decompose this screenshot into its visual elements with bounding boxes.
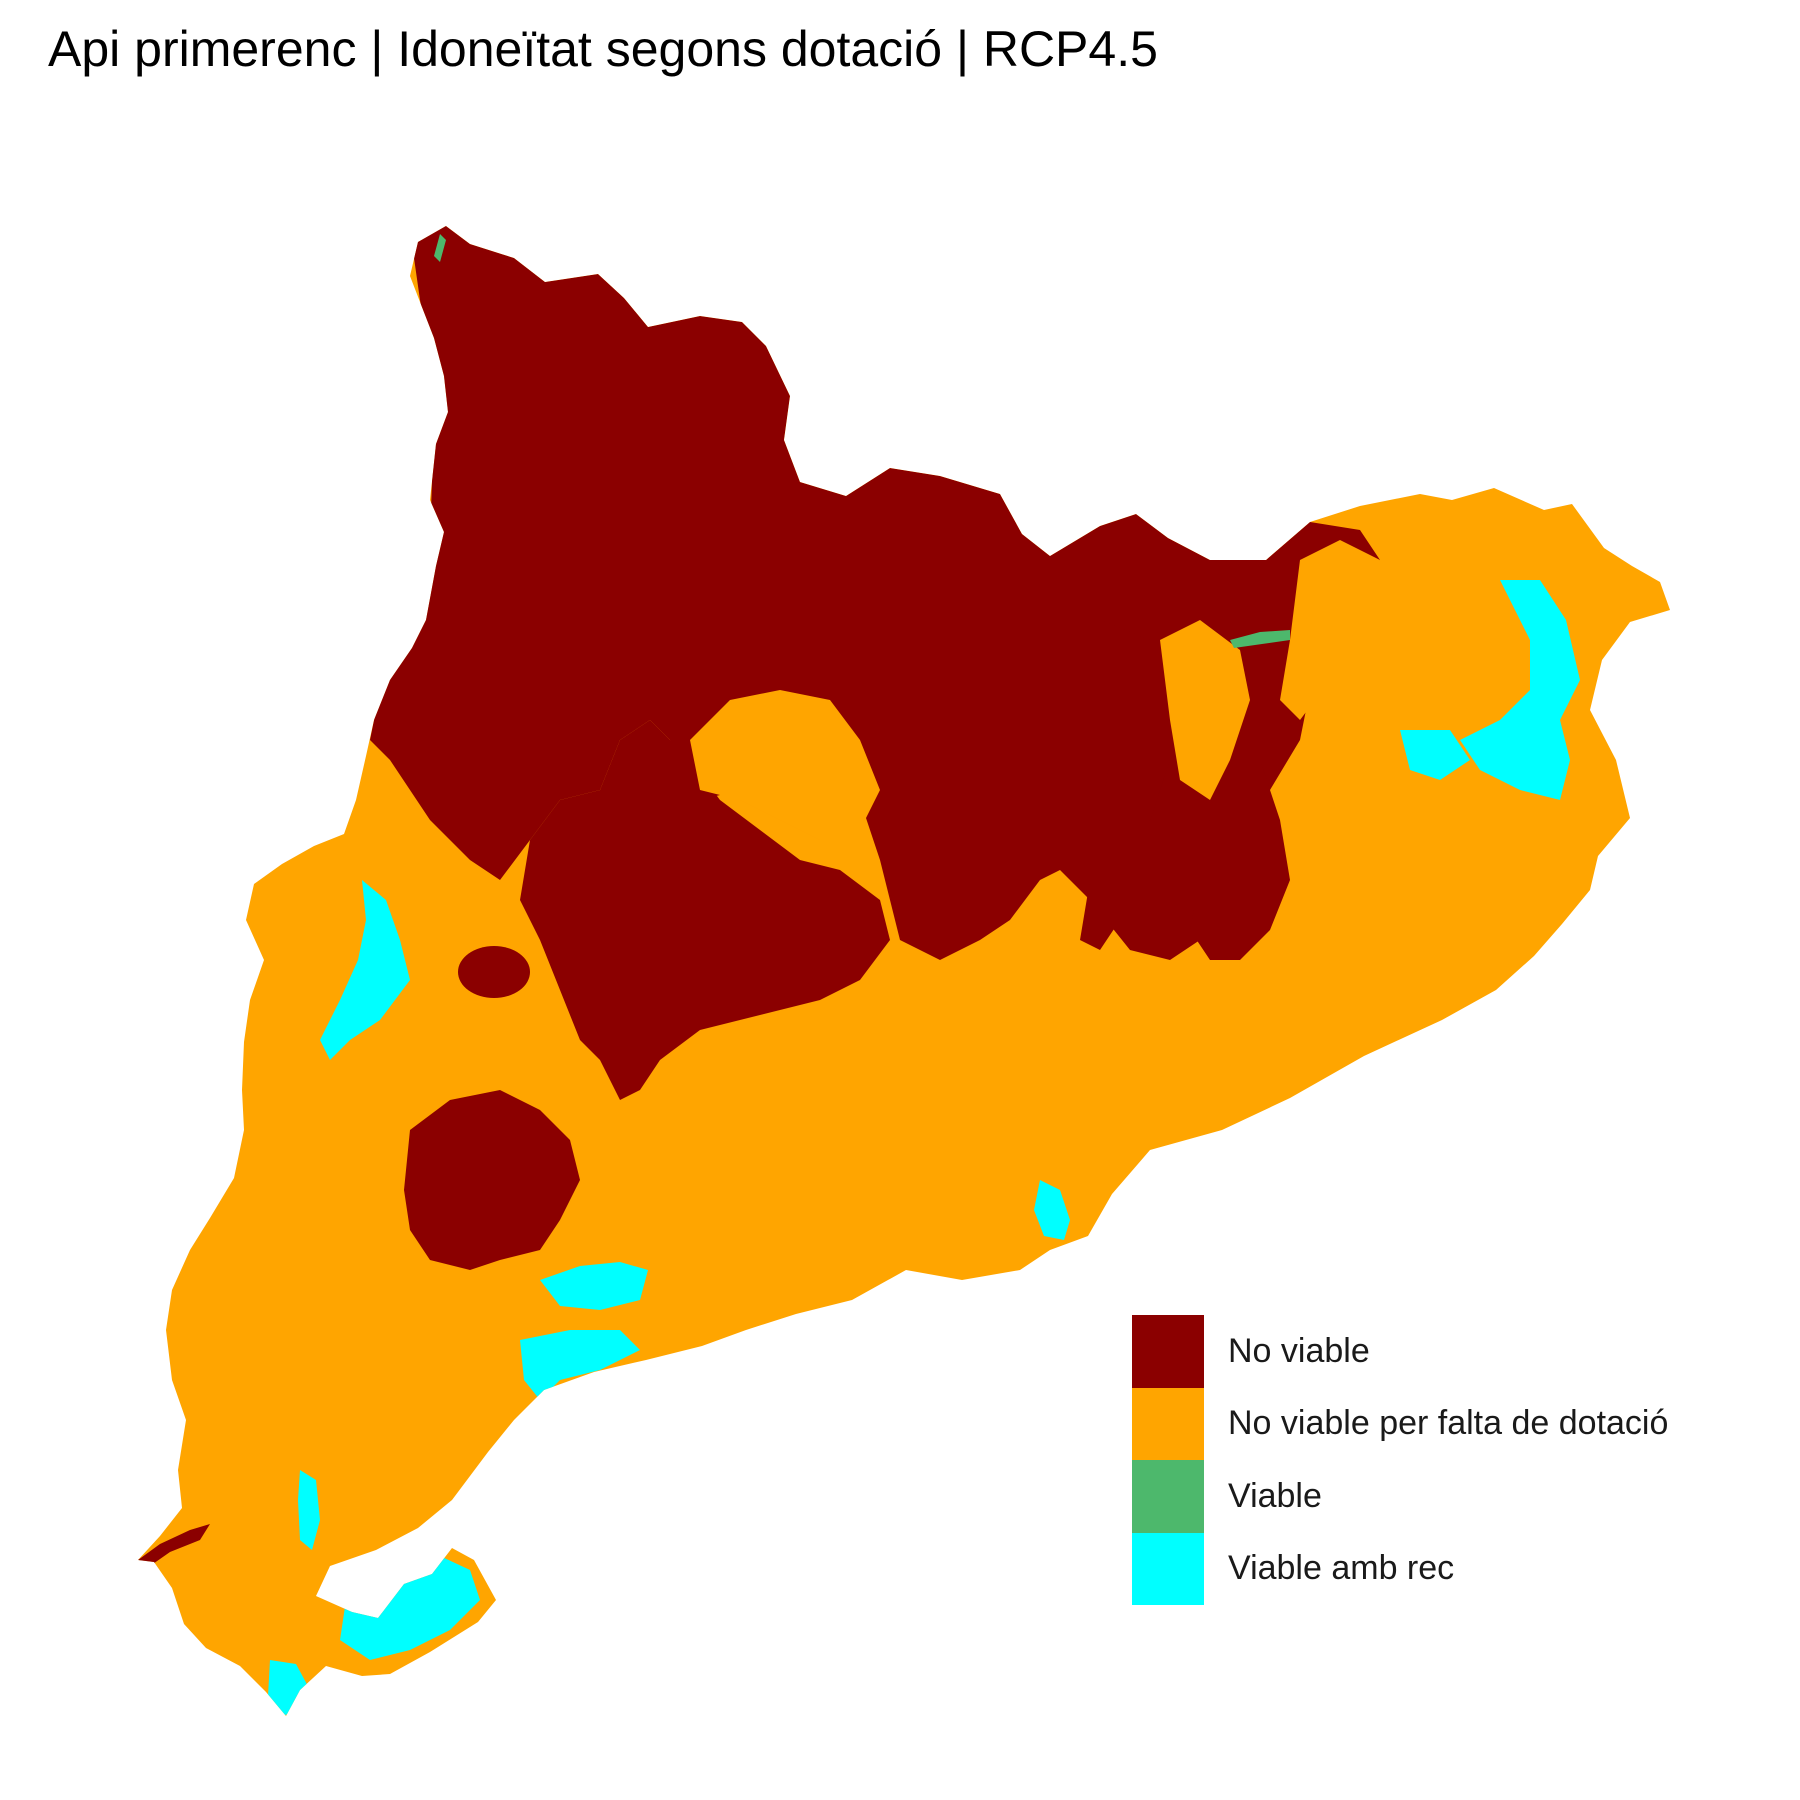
region-dotacio-northeast-valley [1160, 620, 1250, 800]
region-viable-amb-rec-northeast-small [1400, 730, 1470, 780]
map-legend: No viable No viable per falta de dotació… [1132, 1315, 1668, 1605]
legend-label-no-viable: No viable [1228, 1331, 1370, 1370]
legend-item-viable-amb-rec: Viable amb rec [1132, 1532, 1668, 1605]
region-viable-amb-rec-ebre [298, 1470, 320, 1550]
legend-swatch-viable [1132, 1460, 1204, 1533]
region-viable-amb-rec-tarragona-1 [540, 1262, 648, 1310]
region-viable-amb-rec-lleida [320, 880, 410, 1060]
region-viable-pyrenees-strip [1230, 630, 1290, 648]
legend-label-no-viable-per-falta-de-dotacio: No viable per falta de dotació [1228, 1404, 1669, 1443]
map-title: Api primerenc | Idoneïtat segons dotació… [48, 21, 1158, 77]
region-dotacio-central-valley [690, 690, 880, 840]
region-no-viable-island [458, 946, 530, 998]
legend-label-viable: Viable [1228, 1476, 1322, 1515]
legend-item-no-viable-per-falta-de-dotacio: No viable per falta de dotació [1132, 1387, 1669, 1460]
legend-swatch-no-viable [1132, 1315, 1204, 1388]
region-dotacio-east [1280, 540, 1380, 720]
region-viable-northwest-strip [434, 234, 446, 262]
legend-item-no-viable: No viable [1132, 1315, 1668, 1388]
region-viable-amb-rec-tarragona-2 [520, 1330, 640, 1400]
legend-item-viable: Viable [1132, 1460, 1668, 1533]
region-viable-amb-rec-coast [1034, 1180, 1070, 1240]
region-viable-amb-rec-emporda [1460, 580, 1580, 800]
region-no-viable-southwest [404, 1090, 580, 1270]
legend-swatch-viable-amb-rec [1132, 1532, 1204, 1605]
region-no-viable-central [520, 720, 890, 1100]
region-no-viable-south-coast [138, 1524, 210, 1566]
region-no-viable-central-east [1080, 620, 1180, 950]
legend-label-viable-amb-rec: Viable amb rec [1228, 1549, 1455, 1588]
legend-swatch-no-viable-per-falta-de-dotacio [1132, 1387, 1204, 1460]
